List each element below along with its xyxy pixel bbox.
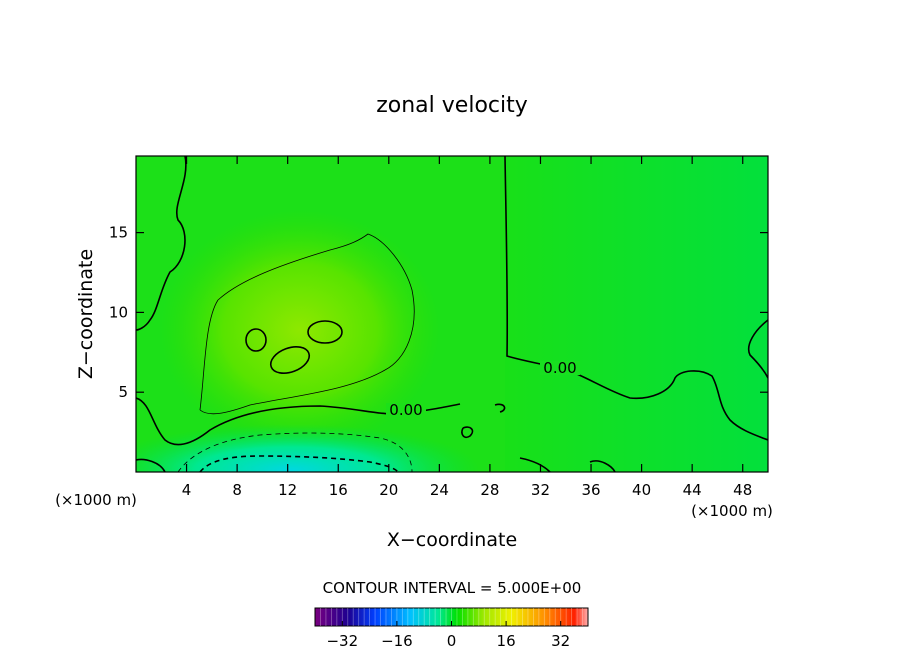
x-tick-label: 44: [683, 481, 702, 499]
y-axis-label: Z−coordinate: [75, 249, 97, 379]
colorbar-tick-label: 0: [447, 632, 457, 650]
y-axis-ticks: 5 10 15: [109, 224, 768, 401]
positive-core: [160, 210, 440, 450]
x-tick-label: 12: [278, 481, 297, 499]
x-tick-label: 28: [480, 481, 499, 499]
positive-contour: [199, 233, 415, 415]
colorbar: −32 −16 0 16 32: [314, 607, 589, 650]
x-tick-label: 48: [733, 481, 752, 499]
colorbar-tick-label: −16: [381, 632, 413, 650]
x-unit-left: (×1000 m): [55, 491, 137, 509]
contour-label: 0.00: [389, 401, 422, 419]
negative-contours: [177, 432, 413, 472]
chart-title: zonal velocity: [376, 93, 528, 118]
colorbar-tick-label: 32: [551, 632, 570, 650]
x-tick-label: 32: [531, 481, 550, 499]
contour-label: 0.00: [543, 359, 576, 377]
contour-interval: CONTOUR INTERVAL = 5.000E+00: [323, 579, 582, 597]
x-tick-label: 4: [182, 481, 192, 499]
x-tick-label: 40: [632, 481, 651, 499]
x-unit-right: (×1000 m): [691, 502, 773, 520]
plot-frame: [135, 155, 769, 473]
x-axis-ticks: 4 8 12 16 20 24 28 32 36 40 44 48: [182, 156, 752, 499]
x-tick-label: 8: [232, 481, 242, 499]
y-tick-label: 15: [109, 224, 128, 242]
negative-jet: [136, 424, 480, 472]
y-tick-label: 10: [109, 303, 128, 321]
x-tick-label: 16: [329, 481, 348, 499]
colorbar-tick-label: 16: [497, 632, 516, 650]
colorbar-tick-label: −32: [326, 632, 358, 650]
x-tick-label: 36: [581, 481, 600, 499]
x-axis-label: X−coordinate: [387, 529, 517, 551]
x-tick-label: 24: [430, 481, 449, 499]
y-tick-label: 5: [118, 383, 128, 401]
velocity-field: 0.00 0.00: [136, 156, 768, 472]
x-tick-label: 20: [379, 481, 398, 499]
